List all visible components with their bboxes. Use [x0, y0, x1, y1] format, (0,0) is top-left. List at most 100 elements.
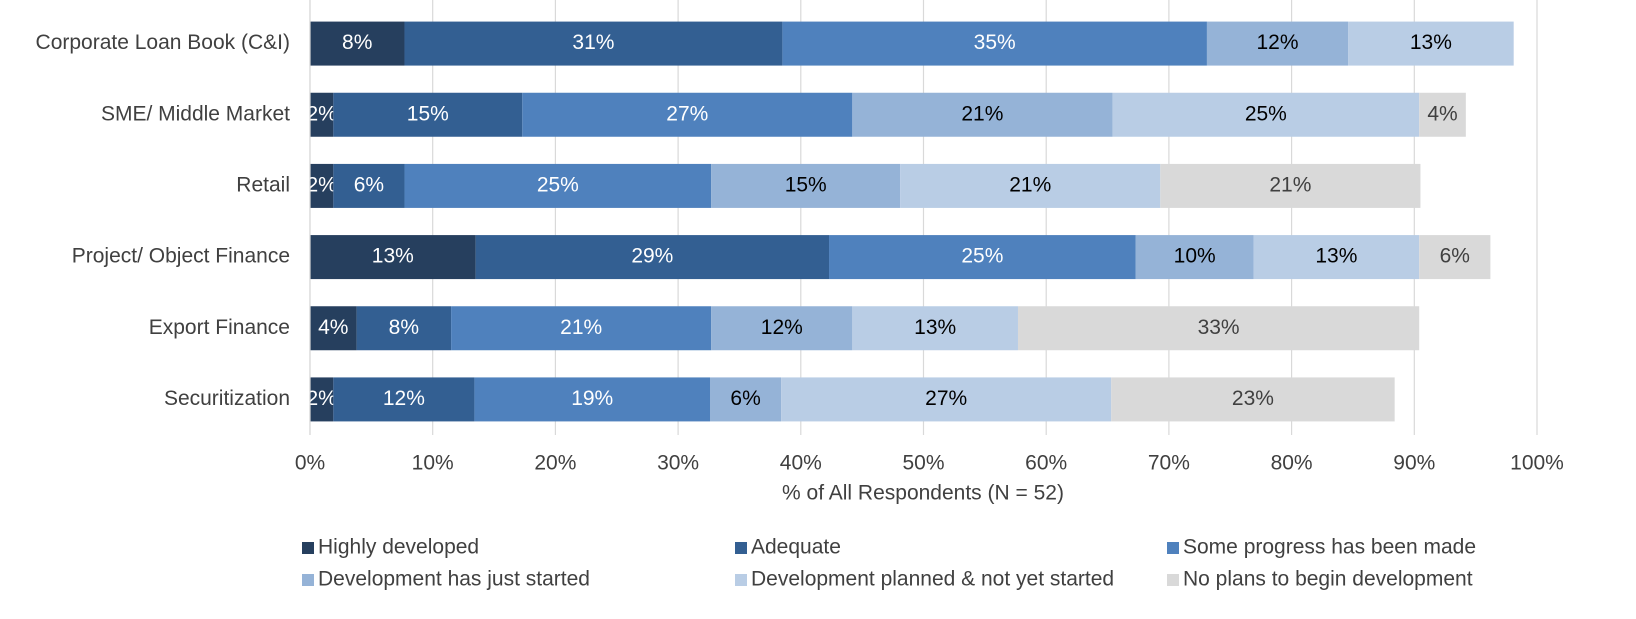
data-label: 21%: [560, 316, 602, 339]
bar-segment: [474, 377, 711, 422]
data-label: 6%: [730, 387, 760, 410]
bar-segment: [782, 21, 1207, 66]
legend-label: Adequate: [751, 536, 841, 559]
data-label: 19%: [571, 387, 613, 410]
bar-segment: [310, 235, 476, 280]
bar-segment: [1017, 306, 1420, 351]
data-label: 21%: [961, 102, 1003, 125]
data-label: 25%: [961, 245, 1003, 268]
data-label: 10%: [1174, 245, 1216, 268]
y-tick-label: Securitization: [164, 387, 290, 410]
y-tick-label: Retail: [236, 173, 290, 196]
data-label: 35%: [974, 31, 1016, 54]
data-label: 33%: [1198, 316, 1240, 339]
data-label: 25%: [1245, 102, 1287, 125]
legend-swatch: [735, 542, 747, 554]
y-tick-label: Export Finance: [149, 316, 290, 339]
bar-segment: [1206, 21, 1349, 66]
data-label: 15%: [785, 173, 827, 196]
bar-segment: [1135, 235, 1254, 280]
data-label: 8%: [342, 31, 372, 54]
bar-segment: [404, 21, 783, 66]
x-tick-label: 100%: [1510, 452, 1564, 475]
x-tick-label: 50%: [902, 452, 944, 475]
bar-segment: [900, 163, 1161, 208]
data-label: 2%: [306, 387, 336, 410]
bar-segment: [711, 306, 853, 351]
data-label: 2%: [306, 173, 336, 196]
bar-segment: [1111, 377, 1395, 422]
bar-segment: [475, 235, 830, 280]
bar-segment: [310, 163, 334, 208]
x-tick-label: 70%: [1148, 452, 1190, 475]
data-label: 27%: [925, 387, 967, 410]
bar-segment: [333, 163, 405, 208]
legend-swatch: [302, 542, 314, 554]
bar-segment: [1419, 92, 1466, 137]
bar-segment: [310, 21, 405, 66]
data-label: 27%: [666, 102, 708, 125]
bar-segment: [781, 377, 1112, 422]
data-label: 12%: [1256, 31, 1298, 54]
legend-swatch: [1167, 542, 1179, 554]
data-label: 13%: [1315, 245, 1357, 268]
x-tick-label: 10%: [412, 452, 454, 475]
data-label: 21%: [1269, 173, 1311, 196]
bar-segment: [356, 306, 452, 351]
bar-segment: [310, 377, 334, 422]
data-label: 15%: [407, 102, 449, 125]
legend-swatch: [735, 574, 747, 586]
data-label: 6%: [354, 173, 384, 196]
data-label: 13%: [914, 316, 956, 339]
data-label: 13%: [372, 245, 414, 268]
bar-segment: [451, 306, 712, 351]
legend-swatch: [302, 574, 314, 586]
data-label: 13%: [1410, 31, 1452, 54]
legend-label: No plans to begin development: [1183, 568, 1473, 591]
bar-segment: [1253, 235, 1420, 280]
x-tick-label: 60%: [1025, 452, 1067, 475]
bar-segment: [1419, 235, 1491, 280]
bar-segment: [710, 377, 782, 422]
bar-segment: [522, 92, 853, 137]
data-label: 8%: [389, 316, 419, 339]
bar-segment: [333, 377, 475, 422]
data-label: 12%: [761, 316, 803, 339]
bar-segment: [829, 235, 1136, 280]
bar-segment: [1160, 163, 1421, 208]
legend-label: Highly developed: [318, 536, 479, 559]
data-label: 23%: [1232, 387, 1274, 410]
legend-swatch: [1167, 574, 1179, 586]
bar-segment: [852, 306, 1018, 351]
x-tick-label: 20%: [534, 452, 576, 475]
x-tick-label: 0%: [295, 452, 325, 475]
bar-segment: [852, 92, 1113, 137]
x-tick-label: 30%: [657, 452, 699, 475]
data-label: 4%: [318, 316, 348, 339]
data-label: 21%: [1009, 173, 1051, 196]
data-label: 31%: [572, 31, 614, 54]
legend-label: Development planned & not yet started: [751, 568, 1114, 591]
bar-segment: [711, 163, 901, 208]
x-tick-label: 90%: [1393, 452, 1435, 475]
data-label: 12%: [383, 387, 425, 410]
data-label: 4%: [1427, 102, 1457, 125]
x-axis-title: % of All Respondents (N = 52): [782, 482, 1064, 505]
bar-segment: [1112, 92, 1420, 137]
y-tick-label: Project/ Object Finance: [72, 245, 290, 268]
bar-segment: [404, 163, 712, 208]
x-tick-label: 40%: [780, 452, 822, 475]
y-tick-label: Corporate Loan Book (C&I): [36, 31, 290, 54]
data-label: 6%: [1440, 245, 1470, 268]
data-label: 2%: [306, 102, 336, 125]
bar-segment: [310, 306, 357, 351]
bar-segment: [1348, 21, 1514, 66]
data-label: 29%: [631, 245, 673, 268]
bar-segment: [310, 92, 334, 137]
bar-segment: [333, 92, 523, 137]
y-tick-label: SME/ Middle Market: [101, 102, 290, 125]
data-label: 25%: [537, 173, 579, 196]
x-tick-label: 80%: [1271, 452, 1313, 475]
legend-label: Some progress has been made: [1183, 536, 1476, 559]
